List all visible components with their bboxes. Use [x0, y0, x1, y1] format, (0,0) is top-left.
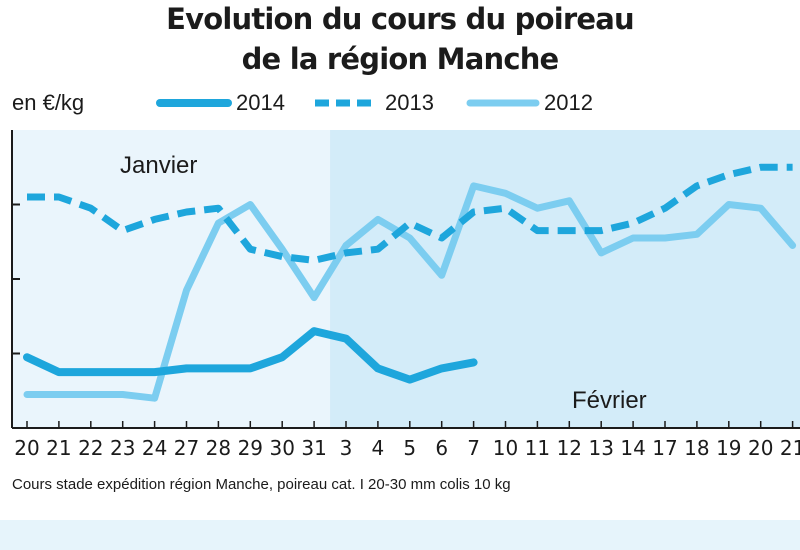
- x-tick-label: 29: [238, 436, 263, 460]
- x-tick-label: 4: [372, 436, 385, 460]
- x-tick-label: 18: [684, 436, 709, 460]
- x-tick-label: 7: [467, 436, 480, 460]
- x-tick-label: 11: [525, 436, 550, 460]
- x-tick-label: 31: [301, 436, 326, 460]
- x-tick-label: 30: [269, 436, 294, 460]
- x-tick-label: 19: [716, 436, 741, 460]
- legend-label-2013: 2013: [385, 90, 434, 115]
- chart-title-line2: de la région Manche: [241, 42, 560, 76]
- x-tick-label: 13: [588, 436, 613, 460]
- series-line-2013: [27, 163, 793, 264]
- x-tick-label: 20: [748, 436, 773, 460]
- x-tick-label: 23: [110, 436, 135, 460]
- series-line-2014: [23, 327, 478, 384]
- panel-january: [12, 130, 331, 428]
- x-tick-label: 28: [206, 436, 231, 460]
- bottom-band: [0, 520, 800, 550]
- x-tick-label: 21: [780, 436, 800, 460]
- x-tick-label: 10: [493, 436, 518, 460]
- x-tick-label: 17: [652, 436, 677, 460]
- y-axis-unit-label: en €/kg: [12, 90, 85, 115]
- chart-title-line1: Evolution du cours du poireau: [166, 2, 635, 36]
- month-label-janvier: Janvier: [120, 152, 197, 179]
- chart-footnote: Cours stade expédition région Manche, po…: [12, 476, 511, 493]
- x-tick-label: 27: [174, 436, 199, 460]
- x-tick-label: 3: [340, 436, 353, 460]
- month-label-fevrier: Février: [572, 387, 647, 414]
- x-tick-label: 24: [142, 436, 167, 460]
- x-tick-label: 22: [78, 436, 103, 460]
- x-tick-label: 5: [403, 436, 416, 460]
- x-tick-label: 12: [557, 436, 582, 460]
- x-tick-label: 6: [435, 436, 448, 460]
- series-line-2012: [23, 182, 797, 402]
- legend-label-2012: 2012: [544, 90, 593, 115]
- legend-label-2014: 2014: [236, 90, 285, 115]
- x-tick-label: 14: [620, 436, 645, 460]
- x-tick-label: 20: [14, 436, 39, 460]
- x-tick-label: 21: [46, 436, 71, 460]
